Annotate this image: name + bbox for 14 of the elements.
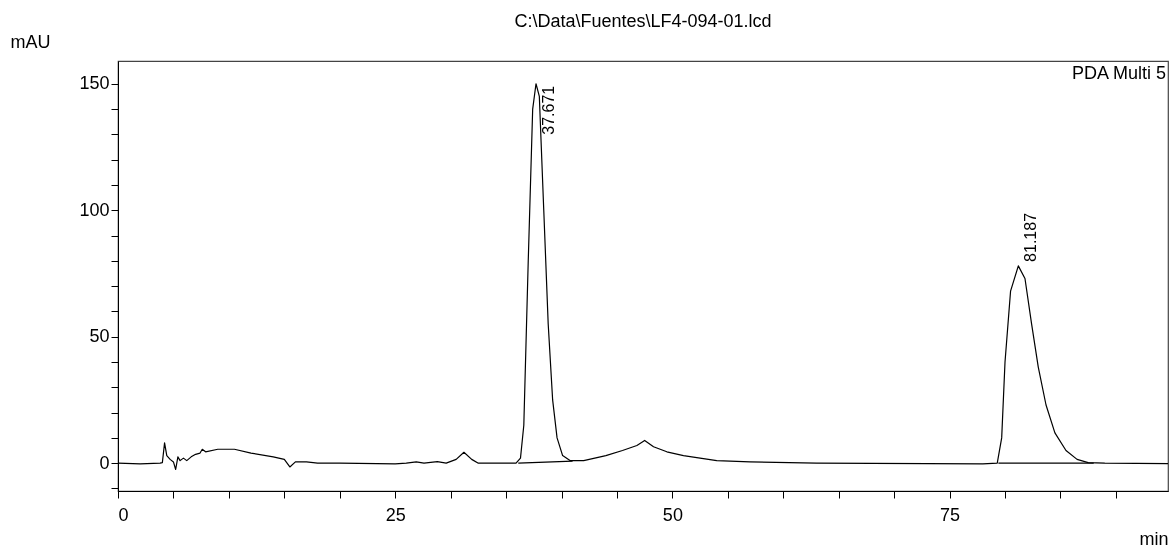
y-tick-label: 0	[99, 452, 110, 473]
annotation: PDA Multi 5	[1071, 63, 1166, 83]
y-tick-label: 150	[79, 73, 110, 94]
x-tick-label: 50	[662, 504, 683, 525]
x-tick-label: 0	[118, 504, 129, 525]
x-tick-label: 75	[940, 504, 961, 525]
annotation: 37.671	[539, 85, 557, 135]
annotation: 81.187	[1022, 212, 1040, 262]
y-axis-title: mAU	[10, 31, 51, 52]
x-axis-title: min	[1139, 528, 1169, 549]
chart-title: C:\Data\Fuentes\LF4-094-01.lcd	[514, 11, 772, 31]
y-tick-label: 100	[79, 199, 110, 220]
x-tick-label: 25	[385, 504, 406, 525]
y-tick-label: 50	[89, 326, 110, 347]
